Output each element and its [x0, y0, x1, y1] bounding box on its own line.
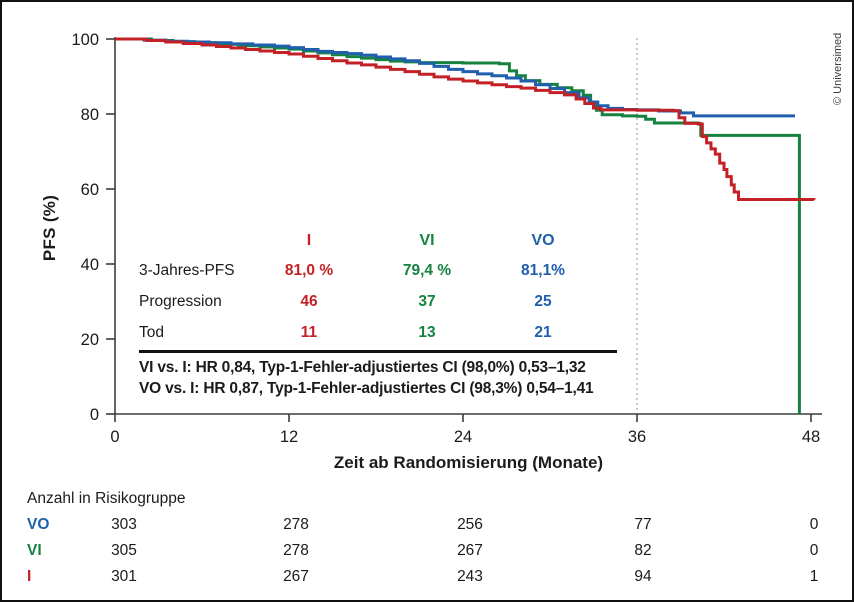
- stats-value-vi: 13: [418, 324, 436, 341]
- risk-row-label-i: I: [27, 568, 32, 585]
- stats-value-i: 81,0 %: [284, 262, 334, 279]
- km-curve-vi: [115, 37, 801, 414]
- km-curve-i: [115, 37, 816, 201]
- y-tick-label: 100: [71, 31, 99, 49]
- stats-row-label: Progression: [139, 293, 222, 310]
- risk-row-label-vo: VO: [27, 516, 50, 533]
- risk-table-title: Anzahl in Risikogruppe: [27, 490, 186, 507]
- stats-col-header-vi: VI: [419, 232, 435, 249]
- y-tick-label: 20: [81, 331, 99, 349]
- stats-value-vo: 81,1%: [521, 262, 565, 279]
- x-tick-label: 12: [280, 428, 298, 446]
- risk-row-label-vi: VI: [27, 542, 42, 559]
- risk-value: 0: [809, 516, 819, 533]
- risk-value: 0: [809, 542, 819, 559]
- pfs-chart: 0 20 40 60 80 100 0 12 24 36 48: [71, 31, 822, 446]
- risk-value: 267: [283, 568, 309, 585]
- x-tick-label: 24: [454, 428, 472, 446]
- risk-value: 278: [283, 542, 309, 559]
- y-tick-label: 80: [81, 106, 99, 124]
- risk-value: 1: [809, 568, 819, 585]
- stats-row-label: Tod: [139, 324, 164, 341]
- x-tick-label: 48: [802, 428, 820, 446]
- stats-value-vi: 79,4 %: [402, 262, 452, 279]
- x-axis-title: Zeit ab Randomisierung (Monate): [333, 453, 604, 472]
- risk-value: 267: [457, 542, 483, 559]
- risk-row-vo: VO 303 278 256 77 0: [2, 516, 852, 538]
- copyright-note: © Universimed: [832, 32, 844, 105]
- hazard-ratio-note-1: VI vs. I: HR 0,84, Typ-1-Fehler-adjustie…: [139, 358, 586, 376]
- risk-value: 256: [457, 516, 483, 533]
- stats-col-header-i: I: [306, 232, 312, 249]
- risk-value: 301: [111, 568, 137, 585]
- stats-panel: I VI VO 3-Jahres-PFS 81,0 % 79,4 % 81,1% Progre…: [139, 226, 619, 400]
- hazard-ratio-note-2: VO vs. I: HR 0,87, Typ-1-Fehler-adjustie…: [139, 380, 594, 397]
- stats-col-header-vo: VO: [531, 232, 555, 249]
- km-curve-vo: [115, 37, 795, 118]
- risk-value: 305: [111, 542, 137, 559]
- y-axis-title: PFS (%): [40, 194, 59, 262]
- stats-value-vo: 25: [534, 293, 552, 310]
- risk-value: 94: [634, 568, 652, 585]
- stats-value-vo: 21: [534, 324, 552, 341]
- risk-value: 303: [111, 516, 137, 533]
- risk-value: 77: [634, 516, 652, 533]
- stats-value-i: 46: [300, 293, 318, 310]
- risk-table: Anzahl in Risikogruppe VO 303 278 256 77 0 VI 3…: [2, 488, 852, 590]
- x-tick-label: 36: [628, 428, 646, 446]
- x-tick-label: 0: [110, 428, 119, 446]
- stats-row-label: 3-Jahres-PFS: [139, 262, 235, 279]
- y-tick-label: 60: [81, 181, 99, 199]
- risk-value: 278: [283, 516, 309, 533]
- y-tick-label: 0: [90, 406, 99, 424]
- stats-value-vi: 37: [418, 293, 436, 310]
- stats-corner-cell: [139, 226, 251, 255]
- stats-grid: I VI VO 3-Jahres-PFS 81,0 % 79,4 % 81,1% Progre…: [139, 226, 619, 348]
- stats-divider: [139, 350, 617, 353]
- risk-value: 82: [634, 542, 652, 559]
- stats-value-i: 11: [300, 324, 318, 341]
- risk-row-vi: VI 305 278 267 82 0: [2, 542, 852, 564]
- risk-row-i: I 301 267 243 94 1: [2, 568, 852, 590]
- y-tick-label: 40: [81, 256, 99, 274]
- risk-value: 243: [457, 568, 483, 585]
